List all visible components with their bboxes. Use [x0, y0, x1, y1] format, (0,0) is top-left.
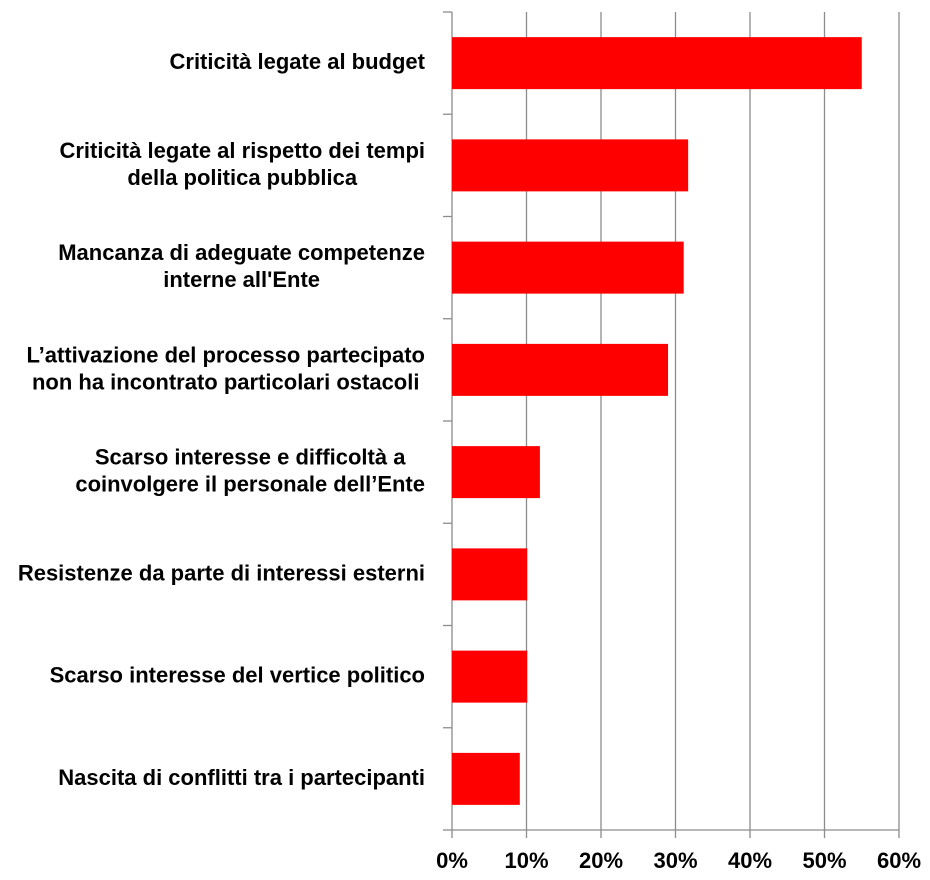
- x-tick-label: 0%: [436, 848, 468, 873]
- bar: [452, 139, 689, 192]
- y-tick-label: Criticità legate al budget: [170, 49, 426, 74]
- bar: [452, 752, 520, 805]
- x-tick-label: 40%: [728, 848, 772, 873]
- y-tick-label: Mancanza di adeguate competenze interne a…: [58, 240, 425, 292]
- x-tick-label: 50%: [802, 848, 846, 873]
- y-tick-label: Scarso interesse del vertice politico: [50, 662, 425, 687]
- x-tick-label: 10%: [504, 848, 548, 873]
- y-tick-label: Criticità legate al rispetto dei tempi de…: [59, 138, 425, 190]
- bar: [452, 241, 684, 294]
- bar: [452, 343, 669, 396]
- bar: [452, 650, 528, 703]
- y-tick-label: Scarso interesse e difficoltà a coinvolge…: [75, 444, 425, 496]
- y-tick-label: Resistenze da parte di interessi esterni: [18, 560, 425, 585]
- x-tick-label: 20%: [579, 848, 623, 873]
- x-tick-label: 60%: [877, 848, 921, 873]
- y-tick-label: L’attivazione del processo partecipato no…: [26, 342, 425, 394]
- bar: [452, 548, 528, 601]
- bar: [452, 37, 862, 90]
- y-tick-label: Nascita di conflitti tra i partecipanti: [58, 765, 425, 790]
- bar: [452, 446, 540, 499]
- x-tick-label: 30%: [653, 848, 697, 873]
